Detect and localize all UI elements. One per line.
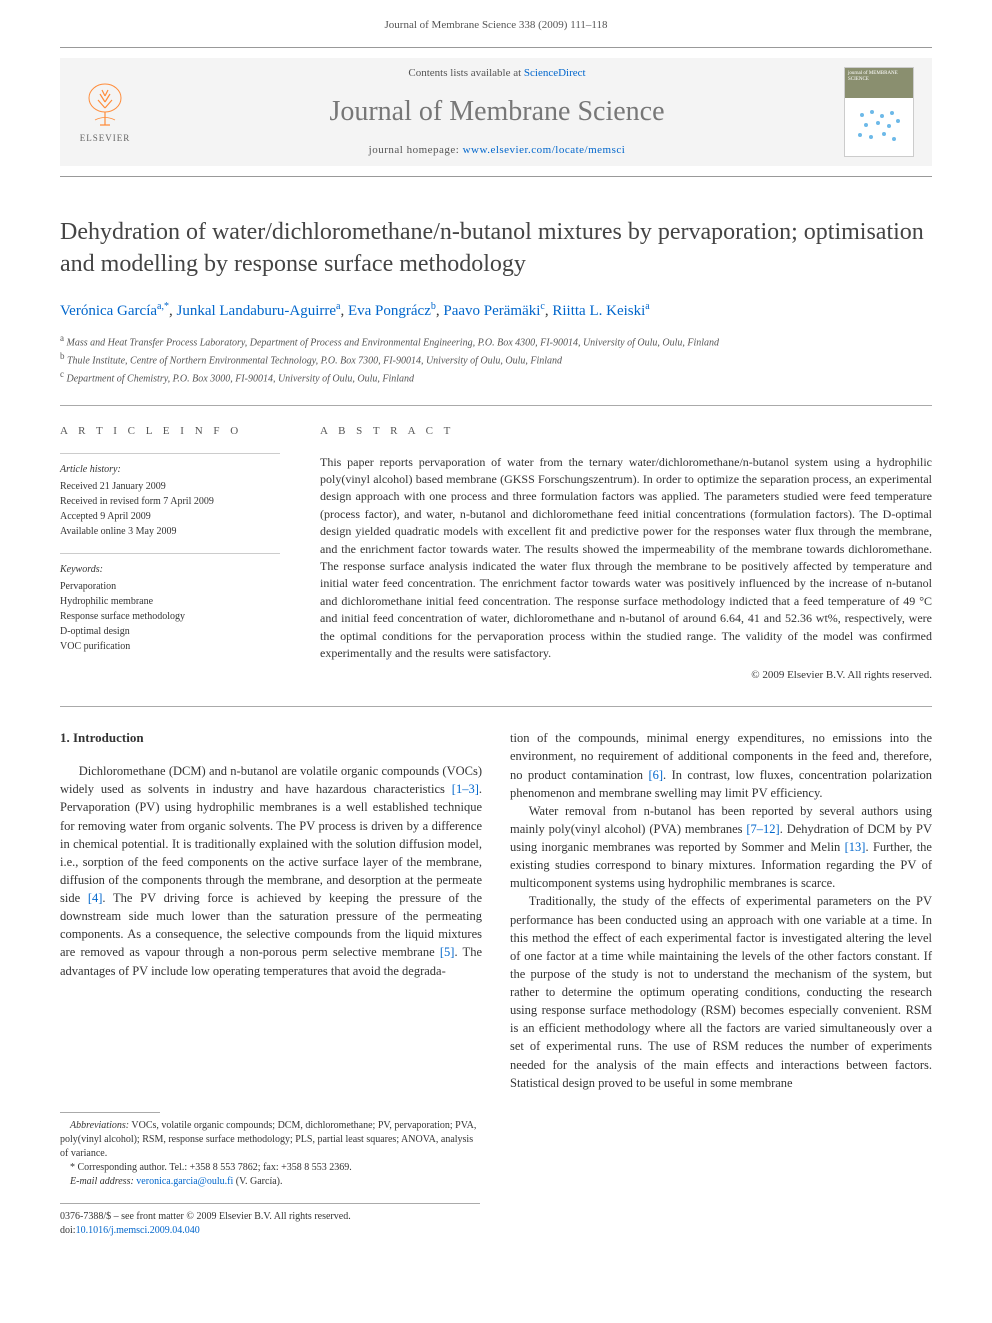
article-title: Dehydration of water/dichloromethane/n-b… [60,217,932,279]
journal-homepage-link[interactable]: www.elsevier.com/locate/memsci [463,144,626,156]
body-paragraph: Water removal from n-butanol has been re… [510,802,932,893]
footnotes: Abbreviations: VOCs, volatile organic co… [60,1112,480,1189]
doi-line: doi:10.1016/j.memsci.2009.04.040 [60,1224,480,1238]
history-item: Available online 3 May 2009 [60,524,280,539]
author-link[interactable]: Junkal Landaburu-Aguirre [176,303,336,319]
section-heading: 1. Introduction [60,729,482,748]
affiliation-item: a Mass and Heat Transfer Process Laborat… [60,332,932,350]
copyright-line: © 2009 Elsevier B.V. All rights reserved… [320,668,932,684]
journal-homepage-line: journal homepage: www.elsevier.com/locat… [150,143,844,158]
journal-banner: ELSEVIER Contents lists available at Sci… [60,47,932,177]
keyword-item: Hydrophilic membrane [60,594,280,609]
front-matter-line: 0376-7388/$ – see front matter © 2009 El… [60,1210,480,1224]
author-aff-mark: c [540,301,544,312]
abstract-text: This paper reports pervaporation of wate… [320,454,932,663]
divider [60,706,932,707]
article-info-block: A R T I C L E I N F O Article history: R… [60,424,280,685]
author-aff-mark: a, [157,301,164,312]
sciencedirect-link[interactable]: ScienceDirect [524,67,586,79]
citation-link[interactable]: [7–12] [746,822,779,836]
abstract-heading: A B S T R A C T [320,424,932,440]
abstract-block: A B S T R A C T This paper reports perva… [320,424,932,685]
abbreviations-footnote: Abbreviations: VOCs, volatile organic co… [60,1119,480,1161]
homepage-prefix: journal homepage: [369,144,463,156]
divider [60,405,932,406]
author-list: Verónica Garcíaa,*, Junkal Landaburu-Agu… [60,300,932,322]
citation-link[interactable]: [13] [845,840,866,854]
body-columns: 1. Introduction Dichloromethane (DCM) an… [60,729,932,1092]
citation-link[interactable]: [1–3] [452,782,479,796]
citation-link[interactable]: [4] [88,891,103,905]
elsevier-tree-icon [80,80,130,130]
author-link[interactable]: Paavo Perämäki [443,303,540,319]
author-link[interactable]: Eva Pongrácz [348,303,431,319]
keyword-item: Response surface methodology [60,609,280,624]
affiliation-item: b Thule Institute, Centre of Northern En… [60,350,932,368]
cover-title: journal of MEMBRANE SCIENCE [845,68,913,98]
author-link[interactable]: Verónica García [60,303,157,319]
corresponding-author-footnote: * Corresponding author. Tel.: +358 8 553… [60,1161,480,1175]
keyword-item: Pervaporation [60,579,280,594]
journal-cover-thumbnail: journal of MEMBRANE SCIENCE [844,67,914,157]
right-column: tion of the compounds, minimal energy ex… [510,729,932,1092]
author-aff-mark: b [431,301,436,312]
publisher-logo: ELSEVIER [60,80,150,145]
body-paragraph: tion of the compounds, minimal energy ex… [510,729,932,802]
body-paragraph: Dichloromethane (DCM) and n-butanol are … [60,762,482,980]
publisher-name: ELSEVIER [80,132,131,145]
journal-name: Journal of Membrane Science [150,92,844,131]
author-aff-mark: a [645,301,649,312]
affiliation-item: c Department of Chemistry, P.O. Box 3000… [60,368,932,386]
keywords-heading: Keywords: [60,562,280,577]
email-footnote: E-mail address: veronica.garcia@oulu.fi … [60,1175,480,1189]
citation-link[interactable]: [5] [440,945,455,959]
author-aff-mark: a [336,301,340,312]
history-item: Accepted 9 April 2009 [60,509,280,524]
history-heading: Article history: [60,462,280,477]
copyright-footer: 0376-7388/$ – see front matter © 2009 El… [60,1203,480,1238]
history-item: Received 21 January 2009 [60,479,280,494]
running-head: Journal of Membrane Science 338 (2009) 1… [0,0,992,47]
doi-link[interactable]: 10.1016/j.memsci.2009.04.040 [76,1225,200,1236]
keyword-item: D-optimal design [60,624,280,639]
author-corr-mark: * [164,301,169,312]
author-link[interactable]: Riitta L. Keiski [552,303,645,319]
cover-pattern-icon [854,107,904,147]
article-info-heading: A R T I C L E I N F O [60,424,280,439]
email-link[interactable]: veronica.garcia@oulu.fi [136,1176,233,1187]
citation-link[interactable]: [6] [648,768,663,782]
history-item: Received in revised form 7 April 2009 [60,494,280,509]
affiliation-list: a Mass and Heat Transfer Process Laborat… [60,332,932,387]
contents-line: Contents lists available at ScienceDirec… [150,66,844,81]
body-paragraph: Traditionally, the study of the effects … [510,892,932,1091]
contents-prefix: Contents lists available at [408,67,523,79]
left-column: 1. Introduction Dichloromethane (DCM) an… [60,729,482,1092]
keyword-item: VOC purification [60,639,280,654]
